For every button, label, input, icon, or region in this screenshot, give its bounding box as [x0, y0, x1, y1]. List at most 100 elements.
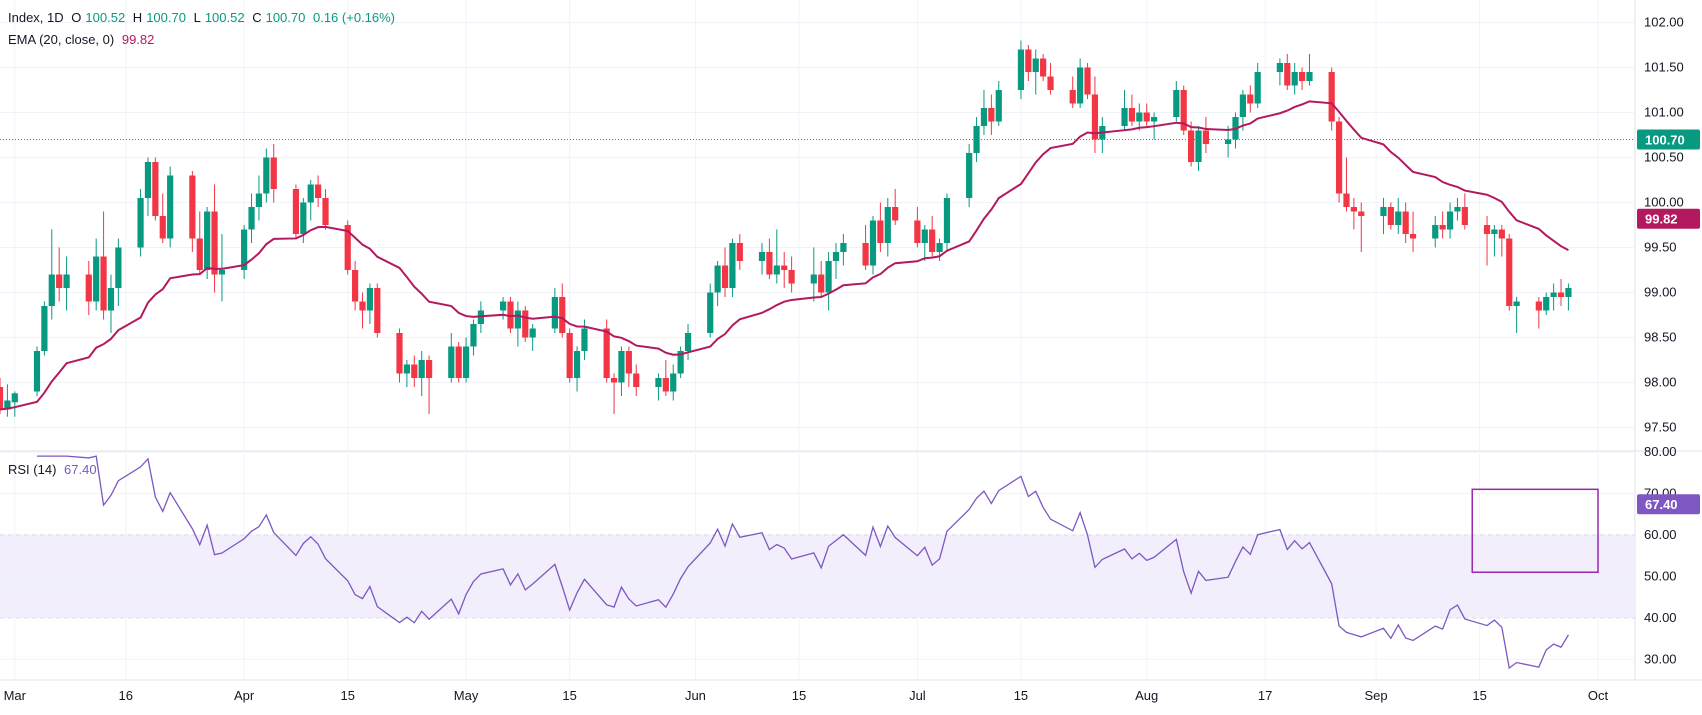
candle-up — [63, 274, 70, 288]
time-tick-label: 15 — [562, 688, 576, 703]
candle-up — [825, 261, 832, 293]
candle-up — [966, 153, 973, 198]
time-tick-label: 15 — [792, 688, 806, 703]
candle-up — [884, 207, 891, 243]
time-tick-label: Aug — [1135, 688, 1158, 703]
candle-down — [196, 238, 203, 270]
candle-up — [936, 243, 943, 252]
candle-up — [1395, 211, 1402, 225]
candle-down — [633, 373, 640, 387]
candle-down — [1387, 207, 1394, 225]
candle-down — [374, 288, 381, 333]
price-tick-label: 99.00 — [1644, 285, 1677, 300]
candle-up — [41, 306, 48, 351]
candle-up — [48, 274, 55, 306]
candle-down — [1343, 193, 1350, 207]
candle-up — [729, 243, 736, 288]
low-label: L — [193, 10, 201, 25]
time-tick-label: Apr — [234, 688, 255, 703]
candle-down — [1202, 130, 1210, 144]
candle-up — [1017, 49, 1025, 90]
candle-down — [892, 207, 899, 221]
candle-down — [914, 220, 921, 243]
candle-up — [573, 351, 581, 378]
candle-up — [1151, 117, 1158, 122]
candle-up — [470, 324, 477, 347]
candle-up — [1136, 112, 1143, 122]
open-value: 100.52 — [85, 10, 126, 25]
candle-down — [1143, 112, 1150, 122]
candle-up — [995, 90, 1002, 122]
candle-down — [988, 108, 995, 122]
candle-up — [1491, 229, 1498, 234]
candle-up — [832, 252, 840, 261]
candle-down — [189, 175, 196, 239]
candle-up — [1032, 58, 1039, 72]
time-tick-label: Jun — [685, 688, 706, 703]
candle-up — [1550, 292, 1557, 297]
candle-down — [736, 243, 743, 261]
candle-up — [93, 256, 100, 302]
candle-down — [100, 256, 107, 311]
candle-up — [462, 346, 470, 378]
rsi-line — [36, 455, 1569, 670]
candle-up — [418, 360, 425, 378]
low-value: 100.52 — [204, 10, 245, 25]
price-tick-label: 98.50 — [1644, 330, 1677, 345]
candle-down — [781, 265, 788, 270]
ema-legend: EMA (20, close, 0) 99.82 — [8, 32, 158, 47]
candle-up — [300, 202, 307, 234]
candle-down — [1047, 76, 1054, 90]
candle-down — [1498, 229, 1505, 239]
candle-down — [1506, 238, 1513, 306]
candle-up — [973, 126, 980, 153]
candle-up — [1543, 297, 1550, 311]
candle-down — [566, 333, 573, 378]
candle-up — [1254, 72, 1261, 104]
candle-up — [477, 310, 484, 324]
candle-down — [1188, 130, 1195, 162]
candle-up — [529, 328, 536, 338]
candle-down — [1069, 90, 1076, 104]
rsi-tick-label: 80.00 — [1644, 444, 1677, 459]
candle-down — [929, 229, 936, 252]
candle-up — [655, 378, 662, 387]
candle-up — [33, 351, 41, 392]
candle-up — [581, 328, 588, 351]
candle-down — [766, 252, 773, 275]
price-legend: Index, 1D O 100.52 H 100.70 L 100.52 C 100.7… — [8, 10, 399, 25]
candle-down — [211, 211, 218, 275]
candle-up — [403, 364, 411, 374]
ema-label: EMA (20, close, 0) — [8, 32, 115, 47]
candle-up — [670, 373, 677, 392]
candle-up — [1239, 94, 1246, 117]
candle-down — [877, 220, 884, 243]
candle-up — [1173, 90, 1180, 117]
candle-down — [603, 328, 610, 378]
candle-up — [514, 310, 521, 329]
candle-up — [218, 270, 226, 275]
candle-down — [1409, 234, 1417, 239]
candle-up — [1432, 225, 1439, 239]
candle-up — [241, 229, 248, 270]
candle-up — [1195, 130, 1202, 162]
time-tick-label: 15 — [340, 688, 354, 703]
candle-down — [425, 360, 433, 378]
candle-down — [85, 274, 92, 302]
rsi-legend: RSI (14) 67.40 — [8, 462, 101, 477]
ema-price-label-bg — [1637, 208, 1700, 229]
candle-up — [1565, 288, 1572, 297]
candle-down — [625, 351, 632, 374]
candle-down — [359, 301, 366, 311]
candle-down — [788, 270, 795, 284]
last-price-label: 100.70 — [1645, 133, 1685, 148]
candle-up — [707, 292, 714, 333]
candle-down — [1084, 67, 1091, 95]
price-tick-label: 101.00 — [1644, 105, 1684, 120]
candle-up — [551, 297, 558, 329]
price-tick-label: 100.00 — [1644, 195, 1684, 210]
candle-up — [1446, 211, 1454, 230]
time-tick-label: Oct — [1588, 688, 1609, 703]
